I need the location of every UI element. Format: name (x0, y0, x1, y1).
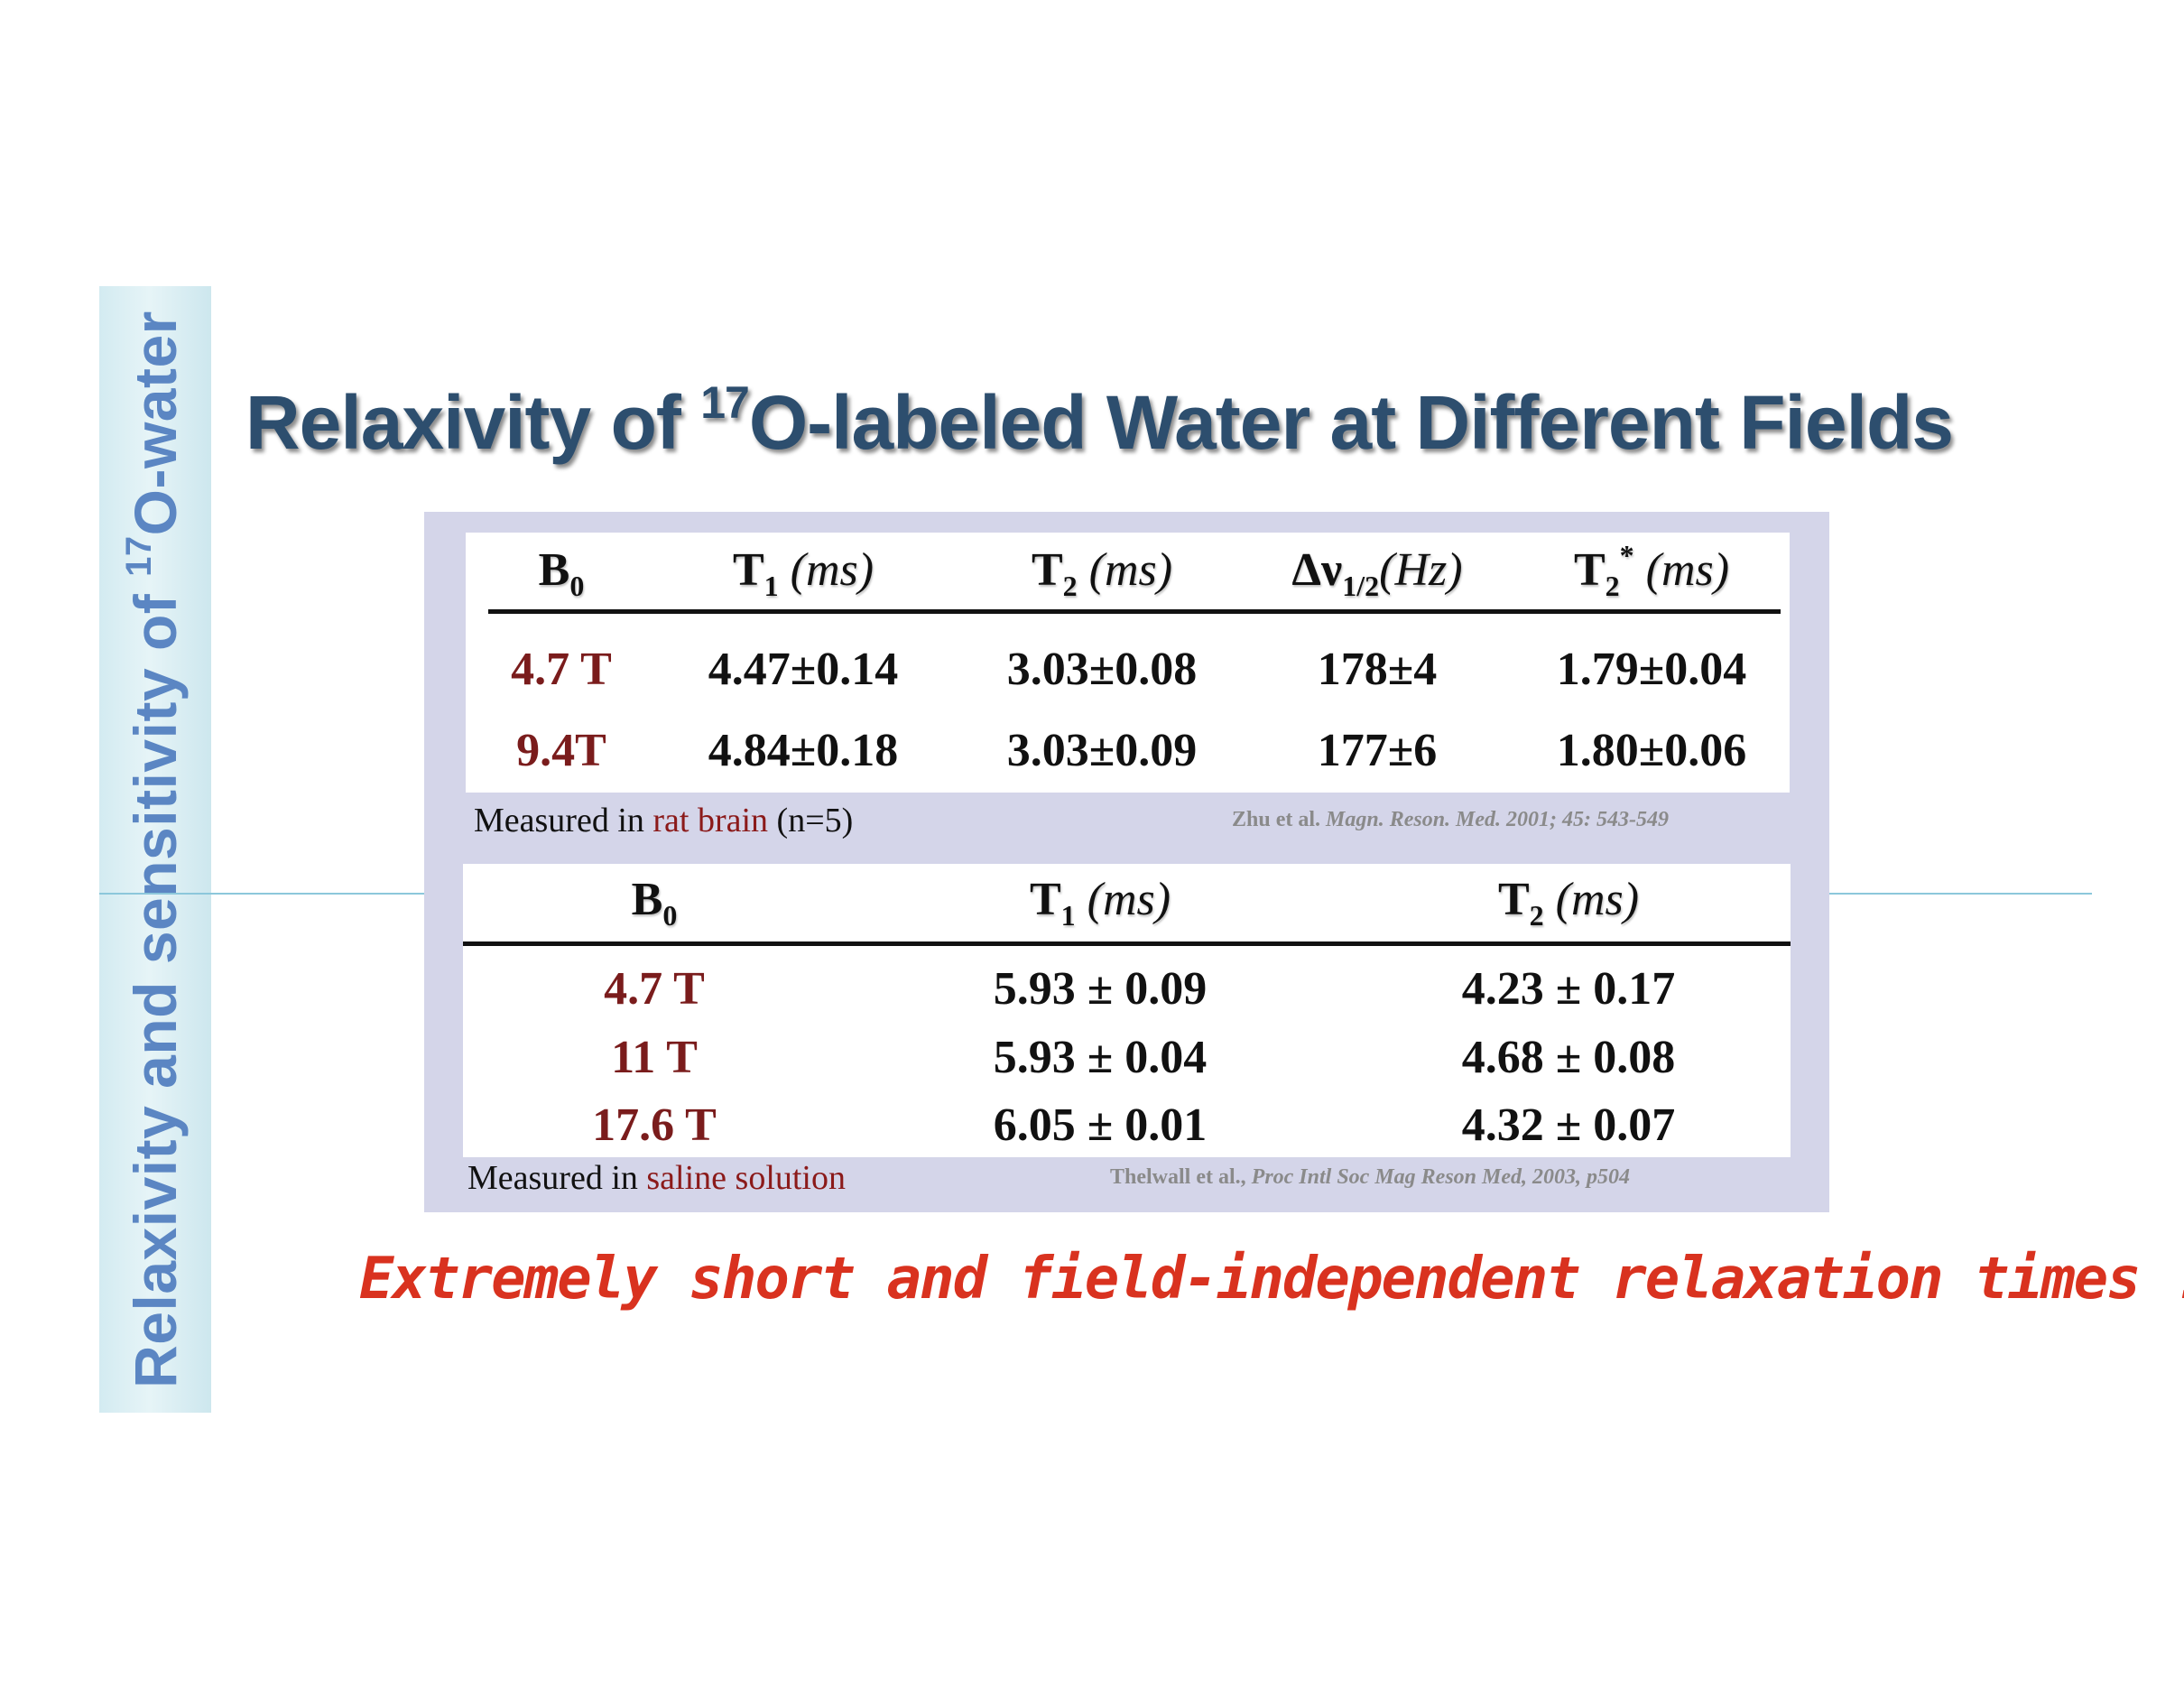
table-row: 11 T 5.93 ± 0.04 4.68 ± 0.08 (463, 1024, 1791, 1092)
value-cell: 5.93 ± 0.04 (993, 1032, 1208, 1083)
value-cell: 3.03±0.09 (1006, 725, 1198, 776)
header-b0: B0 (631, 874, 678, 932)
field-cell: 11 T (611, 1032, 698, 1083)
value-cell: 6.05 ± 0.01 (993, 1099, 1208, 1151)
header-t2: T2 (ms) (1031, 544, 1173, 602)
table1-citation: Zhu et al. Magn. Reson. Med. 2001; 45: 5… (1232, 808, 1670, 831)
value-cell: 177±6 (1317, 725, 1438, 776)
side-label: Relaxivity and sensitivity of 17O-water (119, 311, 189, 1388)
table2-citation: Thelwall et al., Proc Intl Soc Mag Reson… (1110, 1165, 1631, 1189)
value-cell: 178±4 (1317, 644, 1438, 695)
side-banner (99, 286, 211, 1413)
value-cell: 4.84±0.18 (708, 725, 899, 776)
tables-panel: B0 T1 (ms) T2 (ms) Δν1/2(Hz) T2* (ms) 4.… (424, 512, 1829, 1212)
table-header-row: B0 T1 (ms) T2 (ms) (463, 866, 1791, 934)
table-header-row: B0 T1 (ms) T2 (ms) Δν1/2(Hz) T2* (ms) (466, 536, 1790, 605)
table-row: 17.6 T 6.05 ± 0.01 4.32 ± 0.07 (463, 1091, 1791, 1160)
saline-table: B0 T1 (ms) T2 (ms) 4.7 T 5.93 ± 0.09 4.2… (463, 864, 1791, 1157)
value-cell: 1.79±0.04 (1556, 644, 1747, 695)
field-cell: 4.7 T (511, 644, 612, 695)
header-linewidth: Δν1/2(Hz) (1291, 544, 1463, 602)
header-t2: T2 (ms) (1497, 874, 1640, 932)
header-t1: T1 (ms) (732, 544, 875, 602)
value-cell: 4.47±0.14 (708, 644, 899, 695)
header-rule (463, 941, 1791, 946)
table-row: 4.7 T 4.47±0.14 3.03±0.08 178±4 1.79±0.0… (466, 635, 1790, 704)
value-cell: 5.93 ± 0.09 (993, 963, 1208, 1015)
field-cell: 9.4T (516, 725, 606, 776)
header-rule (488, 609, 1781, 614)
rat-brain-table: B0 T1 (ms) T2 (ms) Δν1/2(Hz) T2* (ms) 4.… (466, 533, 1790, 793)
slide-title: Relaxivity of 17O-labeled Water at Diffe… (245, 377, 1954, 465)
field-cell: 4.7 T (604, 963, 705, 1015)
value-cell: 4.23 ± 0.17 (1461, 963, 1676, 1015)
table2-note: Measured in saline solution (467, 1159, 846, 1197)
value-cell: 1.80±0.06 (1556, 725, 1747, 776)
value-cell: 3.03±0.08 (1006, 644, 1198, 695)
tagline: Extremely short and field-independent re… (359, 1246, 2184, 1312)
value-cell: 4.68 ± 0.08 (1461, 1032, 1676, 1083)
table-row: 9.4T 4.84±0.18 3.03±0.09 177±6 1.80±0.06 (466, 717, 1790, 785)
table1-note: Measured in rat brain (n=5) (474, 802, 854, 839)
header-t1: T1 (ms) (1029, 874, 1171, 932)
header-t2-star: T2* (ms) (1573, 539, 1730, 602)
field-cell: 17.6 T (592, 1099, 717, 1151)
value-cell: 4.32 ± 0.07 (1461, 1099, 1676, 1151)
table-row: 4.7 T 5.93 ± 0.09 4.23 ± 0.17 (463, 955, 1791, 1024)
header-b0: B0 (538, 544, 585, 602)
